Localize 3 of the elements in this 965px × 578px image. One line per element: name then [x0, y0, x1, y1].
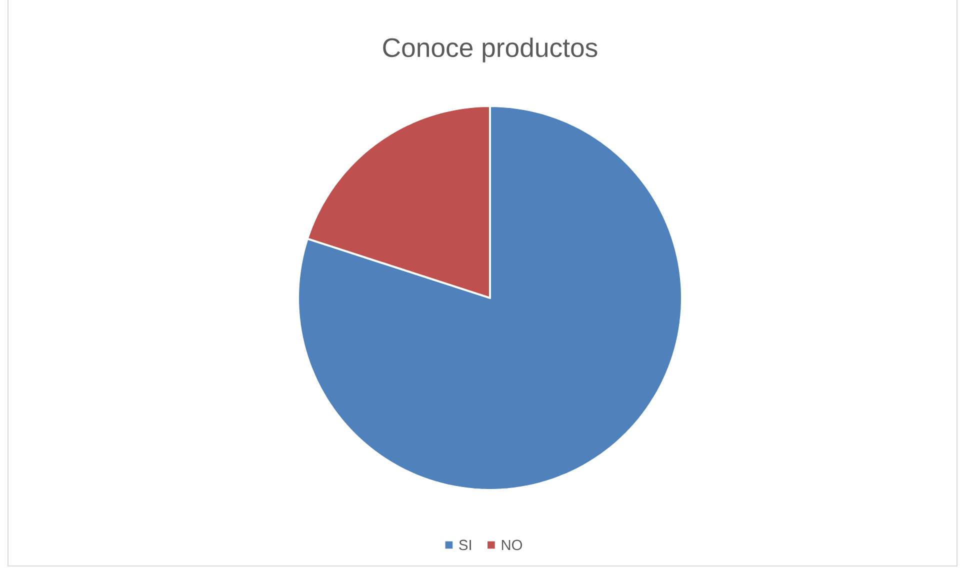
legend-label: NO	[502, 540, 522, 550]
legend-label: SI	[459, 540, 471, 550]
chart-title: Conoce productos	[383, 38, 598, 62]
